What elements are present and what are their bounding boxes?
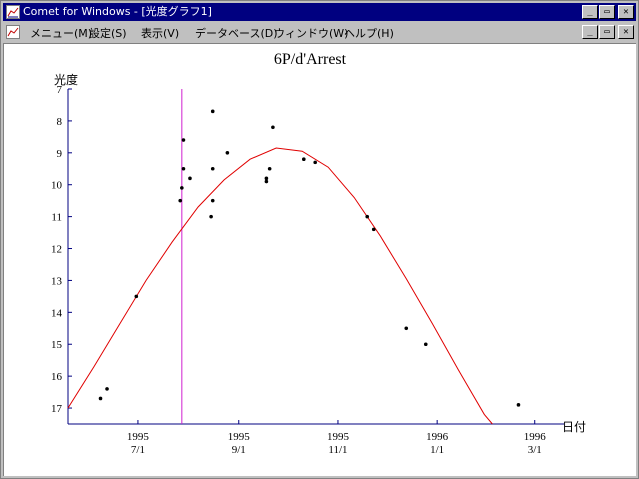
observation-point — [209, 214, 213, 219]
graph-client-area: 6P/d'Arrest 光度 日付 7 8 9 10 11 12 13 14 15 16 17 19… — [3, 43, 636, 476]
observation-point — [181, 166, 186, 171]
brightness-chart: 6P/d'Arrest 光度 日付 7 8 9 10 11 12 13 14 15 16 17 19… — [51, 51, 586, 456]
observation-point — [134, 294, 139, 299]
y-tick-label: 8 — [57, 116, 63, 128]
observation-point — [225, 151, 230, 155]
maximize-button[interactable]: ▭ — [599, 5, 615, 19]
observation-point — [371, 227, 376, 232]
y-tick-label: 10 — [51, 180, 63, 192]
y-tick-label: 16 — [51, 371, 63, 383]
window-title: Comet for Windows - [光度グラフ1] — [23, 5, 212, 18]
y-tick-label: 7 — [57, 84, 63, 96]
menu-item-menu[interactable]: メニュー(M) — [30, 27, 93, 40]
x-tick-year: 1995 — [228, 431, 251, 443]
y-tick-label: 15 — [51, 339, 63, 351]
menu-item-view[interactable]: 表示(V) — [141, 27, 180, 40]
observation-point — [264, 179, 269, 184]
app-chart-icon[interactable] — [6, 5, 20, 19]
observation-point — [423, 342, 428, 347]
child-minimize-button[interactable]: _ — [582, 25, 598, 39]
observation-point — [267, 166, 272, 171]
x-tick-date: 1/1 — [430, 444, 444, 456]
title-bar[interactable]: Comet for Windows - [光度グラフ1] _ ▭ ✕ — [3, 3, 636, 21]
observation-point — [178, 198, 183, 203]
x-tick-year: 1996 — [524, 431, 547, 443]
y-tick-label: 9 — [57, 148, 63, 160]
observation-point — [105, 387, 109, 391]
observation-point — [365, 214, 370, 219]
observation-point — [98, 396, 103, 401]
y-tick-label: 12 — [51, 244, 62, 256]
y-tick-label: 17 — [51, 403, 63, 415]
menu-item-help[interactable]: ヘルプ(H) — [344, 27, 394, 40]
observation-point — [516, 403, 521, 407]
x-tick-date: 3/1 — [528, 444, 542, 456]
x-tick-date: 11/1 — [328, 444, 347, 456]
observation-point — [210, 166, 215, 171]
observation-point — [210, 109, 215, 114]
child-restore-button[interactable]: ▭ — [599, 25, 615, 39]
observation-point — [210, 198, 215, 203]
child-close-button[interactable]: ✕ — [618, 25, 634, 39]
observation-point — [181, 138, 186, 142]
y-tick-label: 11 — [51, 212, 62, 224]
observation-point — [188, 176, 192, 181]
y-tick-label: 14 — [51, 307, 63, 319]
chart-title: 6P/d'Arrest — [274, 51, 347, 68]
menu-item-window[interactable]: ウィンドウ(W) — [274, 27, 349, 40]
minimize-button[interactable]: _ — [582, 5, 598, 19]
observation-point — [271, 125, 275, 130]
observation-point — [313, 160, 317, 165]
x-tick-year: 1995 — [127, 431, 150, 443]
menu-item-settings[interactable]: 設定(S) — [89, 27, 127, 40]
menu-bar: メニュー(M) 設定(S) 表示(V) データベース(D) ウィンドウ(W) ヘ… — [3, 22, 636, 42]
observation-point — [404, 326, 409, 331]
observation-point — [264, 176, 269, 181]
document-chart-icon[interactable] — [6, 25, 20, 39]
x-tick-year: 1996 — [426, 431, 449, 443]
observation-point — [302, 157, 306, 161]
x-axis-label: 日付 — [562, 420, 586, 434]
x-tick-date: 9/1 — [232, 444, 246, 456]
x-tick-year: 1995 — [327, 431, 350, 443]
y-axis-label: 光度 — [54, 72, 78, 87]
menu-item-database[interactable]: データベース(D) — [195, 27, 278, 40]
observation-point — [180, 186, 184, 190]
x-tick-date: 7/1 — [131, 444, 145, 456]
y-tick-label: 13 — [51, 275, 63, 287]
close-button[interactable]: ✕ — [618, 5, 634, 19]
predicted-brightness-curve — [67, 147, 493, 425]
